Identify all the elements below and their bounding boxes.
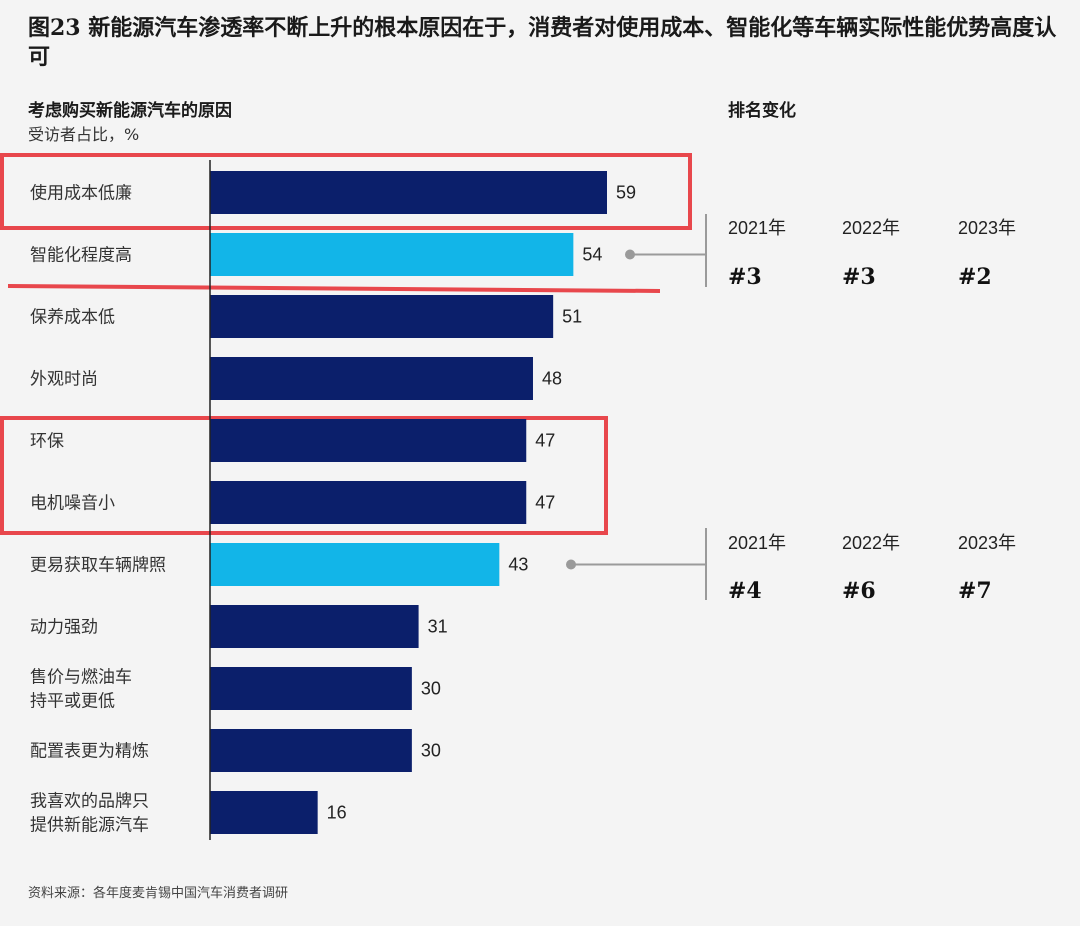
category-label: 动力强劲 bbox=[30, 618, 98, 638]
year-label: 2021年 bbox=[728, 218, 786, 238]
category-label: 保养成本低 bbox=[30, 308, 115, 328]
bar-9 bbox=[210, 667, 412, 710]
category-label: 配置表更为精炼 bbox=[30, 742, 149, 762]
bar-7 bbox=[210, 543, 500, 586]
rank-label: #4 bbox=[728, 578, 762, 604]
bar-5 bbox=[210, 419, 527, 462]
highlight-box-usage-cost bbox=[0, 153, 692, 230]
value-label: 31 bbox=[428, 617, 448, 637]
year-label: 2023年 bbox=[958, 218, 1016, 238]
bar-8 bbox=[210, 605, 419, 648]
chart-title: 图23 新能源汽车渗透率不断上升的根本原因在于，消费者对使用成本、智能化等车辆实… bbox=[28, 15, 1057, 70]
value-label: 48 bbox=[542, 369, 562, 389]
value-label: 59 bbox=[616, 183, 636, 203]
category-label: 更易获取车辆牌照 bbox=[30, 556, 166, 576]
category-label: 售价与燃油车 bbox=[30, 668, 132, 688]
category-label: 外观时尚 bbox=[30, 370, 98, 390]
category-label: 环保 bbox=[30, 432, 64, 452]
category-label: 提供新能源汽车 bbox=[30, 816, 149, 836]
bar-11 bbox=[210, 791, 318, 834]
value-label: 16 bbox=[327, 803, 347, 823]
value-label: 51 bbox=[562, 307, 582, 327]
year-label: 2022年 bbox=[842, 218, 900, 238]
value-label: 30 bbox=[421, 741, 441, 761]
highlight-underline-smart bbox=[7, 284, 661, 293]
bar-4 bbox=[210, 357, 533, 400]
left-heading: 考虑购买新能源汽车的原因 bbox=[28, 101, 232, 121]
value-label: 47 bbox=[535, 431, 555, 451]
year-label: 2022年 bbox=[842, 533, 900, 553]
bar-1 bbox=[210, 171, 607, 214]
rank-label: #3 bbox=[842, 264, 876, 290]
category-label: 我喜欢的品牌只 bbox=[30, 792, 149, 812]
highlight-box-environment-noise bbox=[0, 416, 608, 535]
category-label: 持平或更低 bbox=[30, 692, 115, 712]
bar-2 bbox=[210, 233, 574, 276]
bar-6 bbox=[210, 481, 527, 524]
rank-label: #6 bbox=[842, 578, 876, 604]
year-label: 2023年 bbox=[958, 533, 1016, 553]
bar-10 bbox=[210, 729, 412, 772]
category-label: 电机噪音小 bbox=[30, 494, 115, 514]
left-subheading: 受访者占比，% bbox=[28, 125, 140, 144]
category-label: 智能化程度高 bbox=[30, 246, 132, 266]
category-label: 使用成本低廉 bbox=[30, 183, 132, 204]
value-label: 30 bbox=[421, 679, 441, 699]
right-heading: 排名变化 bbox=[728, 101, 796, 121]
bar-3 bbox=[210, 295, 554, 338]
value-label: 47 bbox=[535, 493, 555, 513]
rank-label: #7 bbox=[958, 578, 992, 604]
source-note: 资料来源：各年度麦肯锡中国汽车消费者调研 bbox=[28, 886, 289, 901]
value-label: 54 bbox=[582, 245, 602, 265]
rank-label: #3 bbox=[728, 264, 762, 290]
rank-label: #2 bbox=[958, 264, 992, 290]
year-label: 2021年 bbox=[728, 533, 786, 553]
value-label: 43 bbox=[508, 555, 528, 575]
